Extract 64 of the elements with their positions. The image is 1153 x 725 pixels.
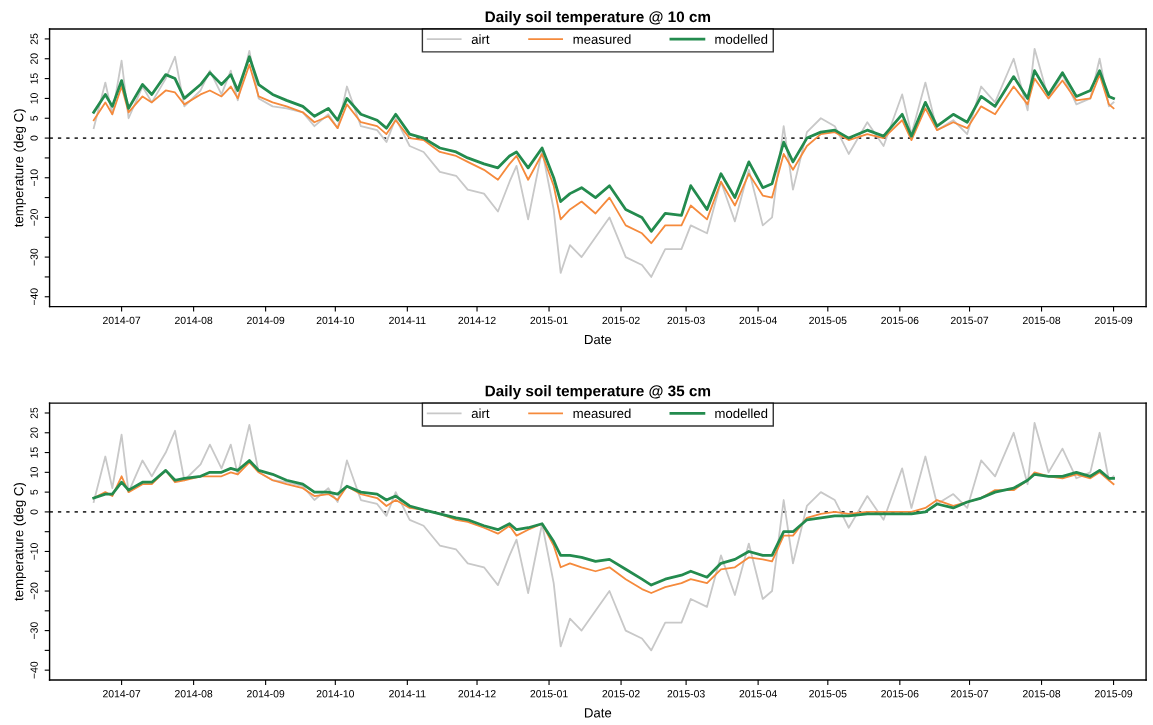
legend-label: modelled [715, 34, 768, 44]
x-tick-label: 2015-03 [667, 690, 705, 698]
x-axis-title: Date [584, 708, 612, 718]
y-tick-label: −10 [30, 169, 38, 187]
y-tick-label: 10 [30, 466, 38, 478]
x-tick-label: 2015-02 [602, 690, 640, 698]
y-axis-title: temperature (deg C) [13, 109, 26, 228]
x-tick-label: 2015-01 [530, 316, 568, 325]
y-tick-label: 20 [30, 53, 38, 65]
x-tick-label: 2015-07 [950, 690, 989, 698]
x-tick-label: 2015-08 [1022, 690, 1061, 698]
line-series [92, 47, 1115, 278]
x-tick-label: 2015-06 [881, 316, 919, 325]
x-tick-label: 2015-07 [950, 316, 989, 325]
y-tick-label: −40 [30, 288, 38, 306]
y-tick-label: 20 [30, 427, 38, 439]
chart-title: Daily soil temperature @ 10 cm [485, 10, 711, 26]
x-tick-label: 2015-04 [739, 316, 777, 325]
x-tick-label: 2015-08 [1022, 316, 1061, 325]
x-tick-label: 2014-08 [175, 316, 213, 325]
y-tick-label: 5 [30, 115, 38, 121]
x-axis-title: Date [584, 334, 612, 345]
y-tick-label: 5 [30, 489, 38, 495]
y-tick-label: −10 [30, 543, 38, 560]
x-tick-label: 2014-09 [247, 690, 285, 698]
y-tick-label: 10 [30, 93, 38, 104]
y-axis-title: temperature (deg C) [13, 482, 26, 601]
x-tick-label: 2015-04 [739, 690, 777, 698]
y-tick-label: 15 [30, 447, 38, 458]
x-tick-label: 2015-09 [1094, 690, 1133, 698]
x-tick-label: 2015-02 [602, 316, 640, 325]
x-tick-label: 2015-06 [881, 690, 919, 698]
y-tick-label: −20 [30, 208, 38, 226]
x-tick-label: 2014-12 [458, 316, 496, 325]
x-tick-label: 2014-10 [316, 316, 355, 325]
x-tick-label: 2014-08 [175, 690, 213, 698]
x-tick-label: 2015-03 [667, 316, 705, 325]
y-tick-label: 15 [30, 73, 38, 84]
x-tick-label: 2014-07 [103, 690, 141, 698]
legend-label: measured [573, 408, 631, 419]
x-tick-label: 2014-07 [103, 316, 141, 325]
y-tick-label: −30 [30, 622, 38, 639]
y-tick-label: 25 [30, 407, 38, 419]
x-tick-label: 2014-09 [247, 316, 285, 325]
x-tick-label: 2015-09 [1094, 316, 1133, 325]
y-tick-label: −30 [30, 248, 38, 266]
x-tick-label: 2014-10 [316, 690, 355, 698]
line-series [92, 421, 1115, 652]
legend-label: airt [471, 408, 490, 419]
y-tick-label: 0 [30, 135, 38, 141]
x-tick-label: 2015-01 [530, 690, 568, 698]
chart-title: Daily soil temperature @ 35 cm [485, 385, 711, 400]
y-tick-label: 25 [30, 33, 38, 45]
x-tick-label: 2015-05 [809, 690, 847, 698]
y-tick-label: −40 [30, 661, 38, 679]
x-tick-label: 2014-11 [389, 690, 426, 698]
legend-label: modelled [715, 408, 768, 419]
x-tick-label: 2014-12 [458, 690, 496, 698]
y-tick-label: −20 [30, 582, 38, 600]
x-tick-label: 2014-11 [389, 316, 426, 325]
legend-label: measured [573, 34, 631, 44]
y-tick-label: 0 [30, 509, 38, 515]
legend-label: airt [471, 34, 490, 44]
x-tick-label: 2015-05 [809, 316, 847, 325]
